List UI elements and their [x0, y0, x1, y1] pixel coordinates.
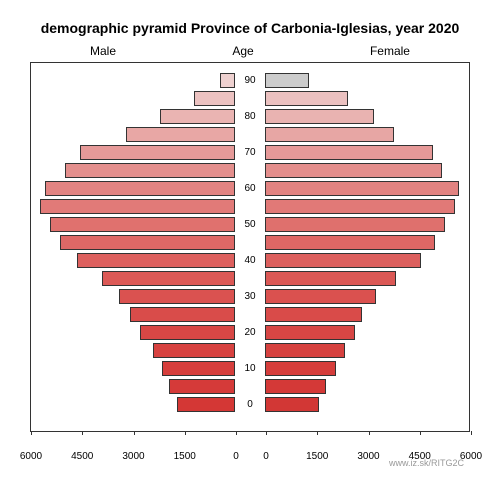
female-bar-25	[265, 307, 362, 322]
male-bar-55	[40, 199, 236, 214]
female-bar-55	[265, 199, 455, 214]
male-bar-35	[102, 271, 235, 286]
female-bar-45	[265, 235, 435, 250]
male-bar-25	[130, 307, 235, 322]
age-tick-40: 40	[244, 255, 255, 266]
female-bar-50	[265, 217, 445, 232]
female-bar-35	[265, 271, 396, 286]
male-bar-45	[60, 235, 235, 250]
subtitle-row: Male Age Female	[30, 44, 470, 58]
male-bar-60	[45, 181, 235, 196]
x-tick-male-6000: 6000	[20, 451, 42, 462]
male-bar-75	[126, 127, 235, 142]
male-bar-0	[177, 397, 235, 412]
x-tick-female-0: 0	[263, 451, 269, 462]
male-bar-90	[220, 73, 235, 88]
female-bar-10	[265, 361, 336, 376]
female-bar-85	[265, 91, 348, 106]
female-bar-0	[265, 397, 319, 412]
male-bar-65	[65, 163, 235, 178]
female-bar-60	[265, 181, 459, 196]
male-bar-20	[140, 325, 235, 340]
age-tick-60: 60	[244, 183, 255, 194]
x-tick-female-3000: 3000	[357, 451, 379, 462]
age-axis: 0 10 20 30 40 50 60 70 80 90	[235, 63, 265, 431]
female-bar-15	[265, 343, 345, 358]
age-label-header: Age	[232, 44, 253, 58]
male-bar-30	[119, 289, 235, 304]
age-tick-20: 20	[244, 327, 255, 338]
male-bar-40	[77, 253, 235, 268]
male-bar-5	[169, 379, 235, 394]
plot-area: 0102030405060708090 60004500300015000015…	[30, 62, 470, 432]
age-tick-0: 0	[247, 399, 253, 410]
female-label: Female	[370, 44, 410, 58]
age-tick-90: 90	[244, 75, 255, 86]
age-tick-10: 10	[244, 363, 255, 374]
female-bar-40	[265, 253, 421, 268]
female-bar-75	[265, 127, 394, 142]
age-tick-70: 70	[244, 147, 255, 158]
male-bar-70	[80, 145, 235, 160]
x-tick-male-1500: 1500	[174, 451, 196, 462]
x-tick-male-0: 0	[233, 451, 239, 462]
x-tick-female-1500: 1500	[306, 451, 328, 462]
female-bars	[265, 63, 469, 431]
female-bar-20	[265, 325, 355, 340]
female-bar-65	[265, 163, 442, 178]
x-tick-male-3000: 3000	[122, 451, 144, 462]
pyramid-chart: demographic pyramid Province of Carbonia…	[0, 0, 500, 500]
female-bar-90	[265, 73, 309, 88]
male-bar-50	[50, 217, 235, 232]
male-bar-80	[160, 109, 235, 124]
female-bar-5	[265, 379, 326, 394]
male-bar-10	[162, 361, 235, 376]
age-tick-30: 30	[244, 291, 255, 302]
watermark: www.iz.sk/RITG2C	[389, 458, 464, 468]
male-label: Male	[90, 44, 116, 58]
x-tick-male-4500: 4500	[71, 451, 93, 462]
male-bar-15	[153, 343, 235, 358]
male-bars	[31, 63, 235, 431]
female-bar-80	[265, 109, 374, 124]
female-bar-70	[265, 145, 433, 160]
female-bar-30	[265, 289, 376, 304]
male-bar-85	[194, 91, 235, 106]
age-tick-80: 80	[244, 111, 255, 122]
chart-title: demographic pyramid Province of Carbonia…	[30, 20, 470, 36]
age-tick-50: 50	[244, 219, 255, 230]
